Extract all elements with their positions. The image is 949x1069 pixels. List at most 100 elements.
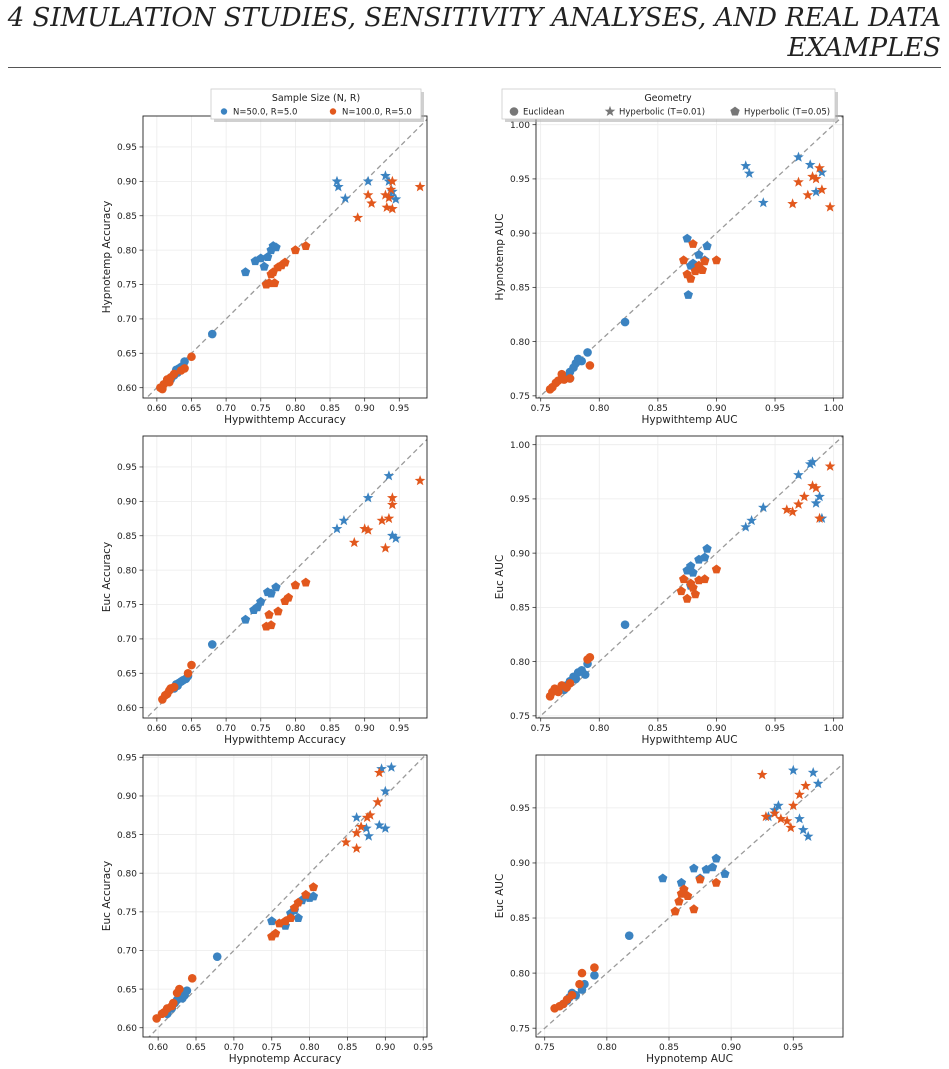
y-tick-label: 1.00 <box>510 121 530 131</box>
data-point-orange-pentagon <box>264 609 274 619</box>
x-tick-label: 0.65 <box>186 1043 206 1053</box>
y-tick-label: 0.90 <box>510 229 530 239</box>
data-point-blue-circle <box>207 329 217 339</box>
x-tick-label: 0.80 <box>589 724 609 734</box>
data-point-orange-pentagon <box>695 874 705 884</box>
y-tick-label: 1.00 <box>510 441 530 451</box>
data-points <box>152 761 397 1023</box>
plot-frame <box>535 435 844 719</box>
legend-title: Geometry <box>644 93 692 104</box>
data-point-blue-star <box>807 456 818 467</box>
data-point-orange-pentagon <box>273 606 283 616</box>
x-axis-label: Hypwithtemp AUC <box>641 734 737 746</box>
data-point-orange-circle <box>577 968 587 978</box>
data-point-orange-star <box>383 192 395 203</box>
data-point-blue-pentagon <box>689 863 699 873</box>
data-point-orange-star <box>414 181 426 192</box>
y-axis-label: Euc AUC <box>494 555 506 600</box>
y-tick-label: 0.95 <box>510 175 530 185</box>
data-point-orange-star <box>802 189 814 200</box>
data-point-orange-star <box>383 512 395 524</box>
data-point-blue-star <box>390 193 402 204</box>
y-tick-label: 0.60 <box>117 384 137 394</box>
legend-label: Hyperbolic (T=0.05) <box>744 108 830 118</box>
data-point-orange-circle <box>187 352 196 362</box>
data-point-blue-star <box>362 175 374 186</box>
data-point-orange-pentagon <box>670 906 680 916</box>
x-tick-label: 0.80 <box>597 1043 617 1053</box>
data-point-blue-star <box>380 170 391 181</box>
data-point-orange-star <box>824 460 836 471</box>
data-point-blue-pentagon <box>688 567 698 577</box>
data-points <box>550 764 824 1013</box>
data-point-blue-star <box>814 491 825 502</box>
data-point-blue-pentagon <box>308 891 319 901</box>
data-point-blue-star <box>788 764 799 775</box>
diagonal-reference-line <box>536 762 843 1037</box>
data-point-blue-star <box>380 785 391 796</box>
x-tick-label: 0.90 <box>355 724 375 734</box>
data-point-blue-star <box>810 497 822 508</box>
data-point-blue-pentagon <box>676 877 687 887</box>
data-point-orange-pentagon <box>280 257 290 267</box>
x-tick-label: 0.85 <box>659 1043 679 1053</box>
data-point-orange-pentagon <box>308 882 319 892</box>
y-tick-label: 0.90 <box>117 178 137 188</box>
diagonal-reference-line <box>145 118 427 398</box>
diagonal-reference-line <box>537 436 843 718</box>
data-point-orange-star <box>374 767 385 778</box>
data-point-orange-circle <box>169 369 179 379</box>
data-point-orange-star <box>364 809 376 820</box>
data-point-orange-pentagon <box>676 586 686 596</box>
data-point-orange-star <box>348 537 360 548</box>
y-tick-label: 0.75 <box>510 1024 530 1034</box>
data-point-orange-pentagon <box>679 574 689 584</box>
data-point-orange-star <box>810 173 822 184</box>
data-point-orange-star <box>787 506 798 517</box>
y-tick-label: 0.85 <box>117 532 137 542</box>
y-tick-label: 0.80 <box>117 566 137 576</box>
data-point-blue-circle <box>583 348 592 357</box>
data-point-orange-star <box>788 800 799 811</box>
y-axis-label: Euc Accuracy <box>101 542 113 612</box>
plot-frame <box>535 754 844 1038</box>
data-point-orange-star <box>372 796 384 807</box>
data-point-blue-pentagon <box>700 552 710 562</box>
data-point-orange-circle <box>565 374 575 383</box>
data-point-orange-circle <box>187 660 196 670</box>
data-point-orange-star <box>376 515 388 526</box>
y-tick-label: 0.65 <box>117 349 137 359</box>
data-point-blue-star <box>758 502 769 513</box>
data-point-orange-pentagon <box>290 580 301 590</box>
x-tick-label: 0.75 <box>251 724 271 734</box>
data-point-blue-star <box>758 197 769 208</box>
data-point-blue-star <box>773 800 784 811</box>
data-point-blue-star <box>339 192 351 204</box>
data-point-orange-pentagon <box>266 620 276 630</box>
y-tick-label: 0.85 <box>510 284 530 294</box>
y-tick-label: 0.95 <box>510 495 530 505</box>
data-point-orange-circle <box>158 384 167 394</box>
y-tick-label: 0.75 <box>117 908 137 918</box>
data-point-blue-star <box>804 159 816 170</box>
y-tick-label: 0.75 <box>510 712 530 722</box>
y-tick-label: 0.95 <box>117 754 137 764</box>
data-point-orange-star <box>340 836 352 847</box>
data-point-blue-pentagon <box>271 242 281 252</box>
data-point-orange-pentagon <box>690 589 700 599</box>
x-tick-label: 0.85 <box>320 724 340 734</box>
x-tick-label: 0.85 <box>648 724 668 734</box>
data-point-orange-pentagon <box>270 928 281 938</box>
data-point-blue-pentagon <box>720 869 730 878</box>
x-tick-label: 0.95 <box>765 404 785 414</box>
x-tick-label: 0.95 <box>389 724 409 734</box>
data-point-blue-star <box>740 521 752 532</box>
data-point-blue-circle <box>620 317 630 327</box>
data-point-blue-star <box>331 523 343 534</box>
x-tick-label: 0.70 <box>216 404 236 414</box>
data-point-orange-star <box>385 184 397 195</box>
data-point-blue-pentagon <box>702 543 712 553</box>
data-point-blue-pentagon <box>267 916 277 926</box>
y-tick-label: 0.95 <box>510 804 530 814</box>
y-tick-label: 0.75 <box>117 281 137 291</box>
